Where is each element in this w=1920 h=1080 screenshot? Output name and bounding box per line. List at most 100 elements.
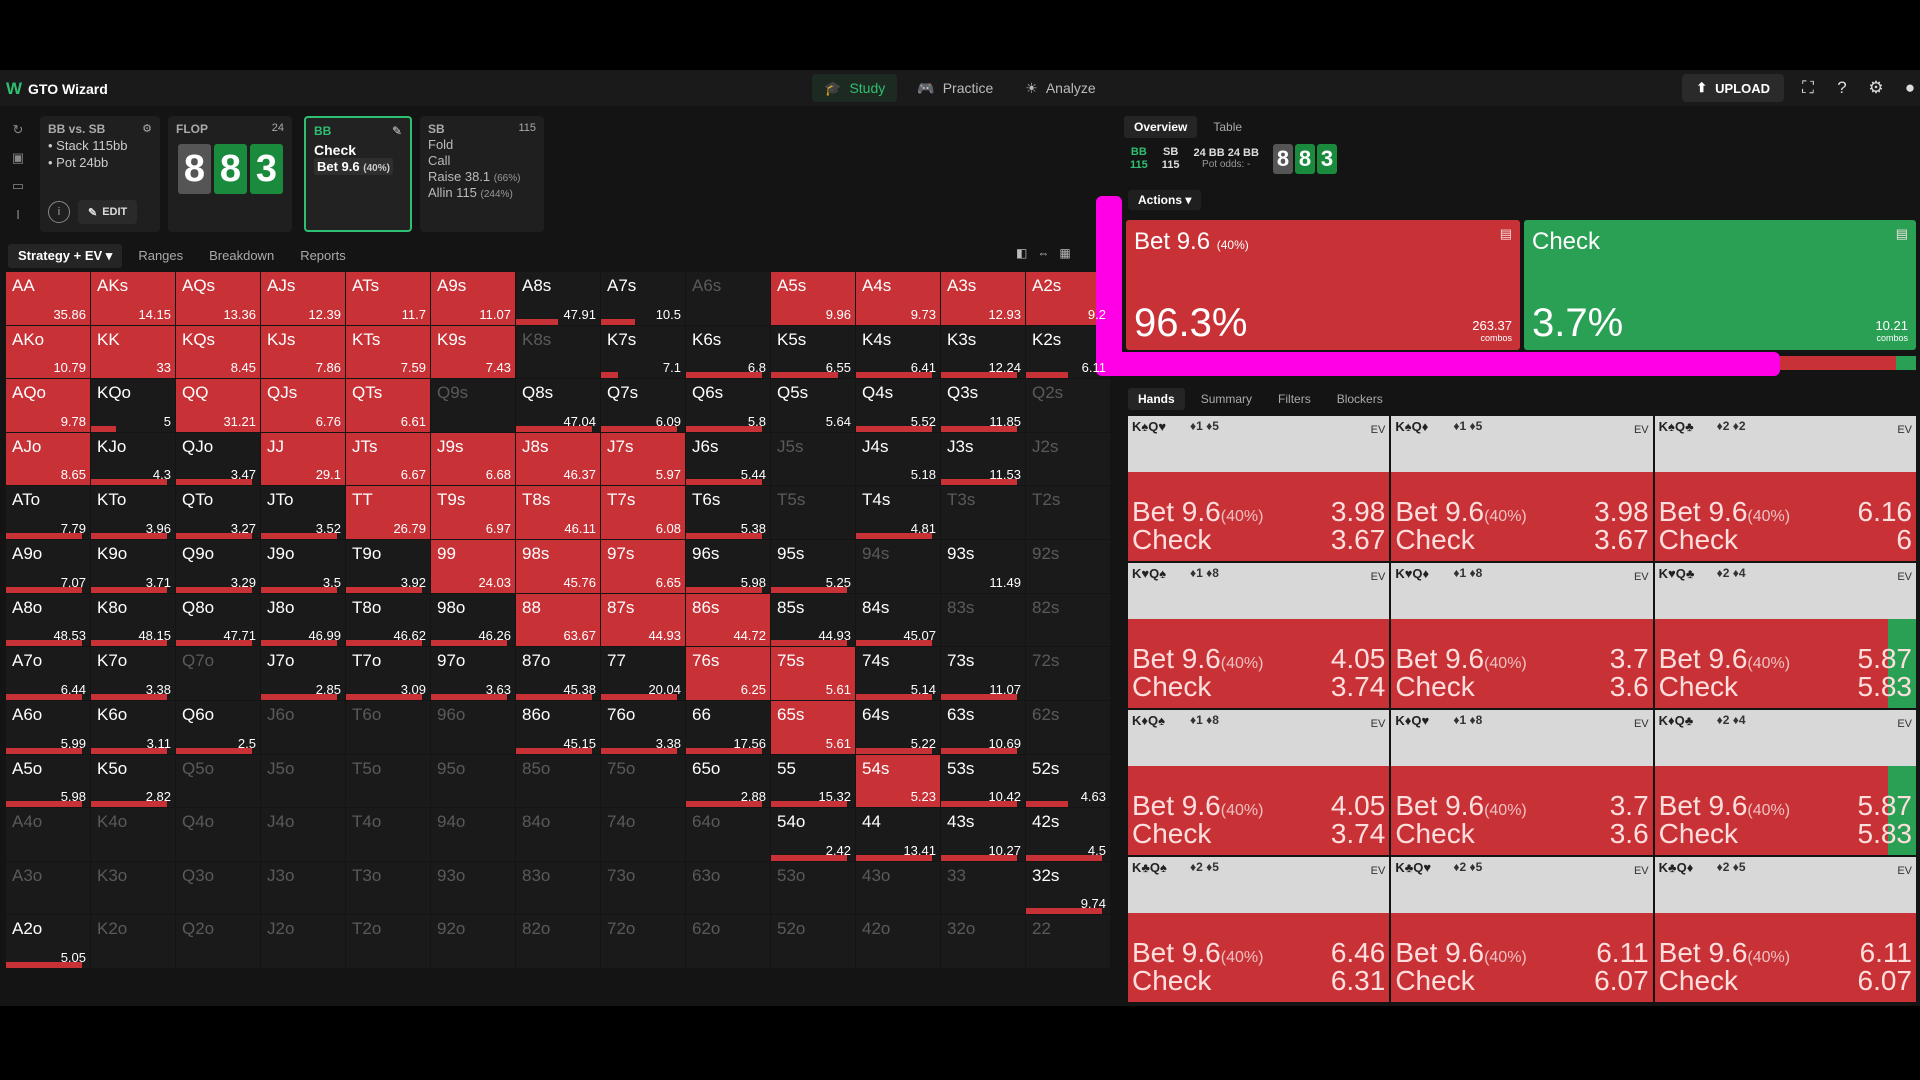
range-cell[interactable]: 96s 5.98 [686, 540, 770, 593]
range-cell[interactable]: T4s 4.81 [856, 486, 940, 540]
range-cell[interactable]: J7s 5.97 [601, 432, 685, 486]
range-cell[interactable]: A4s 9.73 [856, 272, 940, 325]
range-cell[interactable]: T3s [941, 486, 1025, 540]
range-cell[interactable]: QJo 3.47 [176, 432, 260, 486]
range-cell[interactable]: 42o [856, 915, 940, 968]
range-cell[interactable]: T2s [1026, 486, 1110, 540]
bb-action-node[interactable]: BB ✎ Check Bet 9.6 (40%) [304, 116, 412, 232]
range-cell[interactable]: 22 [1026, 915, 1110, 968]
range-cell[interactable]: KTo 3.96 [91, 486, 175, 540]
range-cell[interactable]: Q8s 47.04 [516, 379, 600, 432]
sb-option[interactable]: Allin 115 (244%) [428, 185, 536, 200]
range-cell[interactable]: 73s 11.07 [941, 647, 1025, 700]
range-cell[interactable]: Q7o [176, 647, 260, 700]
range-cell[interactable]: T2o [346, 915, 430, 968]
range-cell[interactable]: K9o 3.71 [91, 540, 175, 593]
range-cell[interactable]: 88 63.67 [516, 593, 600, 647]
range-cell[interactable]: JJ 29.1 [261, 432, 345, 486]
range-cell[interactable]: QQ 31.21 [176, 379, 260, 432]
range-cell[interactable]: J9s 6.68 [431, 432, 515, 486]
range-cell[interactable]: JTo 3.52 [261, 486, 345, 540]
pencil-icon[interactable]: ✎ [391, 124, 402, 138]
compare-icon[interactable]: ⇔ [1037, 246, 1050, 260]
range-cell[interactable]: AQo 9.78 [6, 379, 90, 432]
range-cell[interactable]: 75o [601, 754, 685, 808]
range-cell[interactable]: 43s 10.27 [941, 808, 1025, 861]
range-cell[interactable]: Q6s 5.8 [686, 379, 770, 432]
range-cell[interactable]: J4s 5.18 [856, 432, 940, 486]
range-cell[interactable]: 53o [771, 861, 855, 915]
range-cell[interactable]: T7s 6.08 [601, 486, 685, 540]
range-cell[interactable]: 87s 44.93 [601, 593, 685, 647]
range-cell[interactable]: J6s 5.44 [686, 432, 770, 486]
range-cell[interactable]: K3s 12.24 [941, 325, 1025, 379]
range-cell[interactable]: J4o [261, 808, 345, 861]
range-cell[interactable]: QTs 6.61 [346, 379, 430, 432]
check-action-box[interactable]: Check ▤ 3.7% 10.21 combos [1524, 220, 1916, 350]
tab-table[interactable]: Table [1213, 120, 1243, 134]
help-icon[interactable]: ? [1837, 78, 1847, 97]
info-icon[interactable]: i [48, 201, 70, 223]
range-cell[interactable]: JTs 6.67 [346, 432, 430, 486]
range-cell[interactable]: T7o 3.09 [346, 647, 430, 700]
hand-combo-card[interactable]: K♥Q♣ ♦2 ♦4 EV Bet 9.6(40%) 5.87 Check 5.83 [1654, 563, 1916, 708]
range-cell[interactable]: 82s [1026, 593, 1110, 647]
range-cell[interactable]: 43o [856, 861, 940, 915]
range-cell[interactable]: 72s [1026, 647, 1110, 700]
range-cell[interactable]: KTs 7.59 [346, 325, 430, 379]
range-cell[interactable]: AJs 12.39 [261, 272, 345, 325]
range-cell[interactable]: K6o 3.11 [91, 700, 175, 754]
reset-icon[interactable]: ↻ [12, 122, 24, 137]
range-cell[interactable]: AJo 8.65 [6, 432, 90, 486]
range-cell[interactable]: 62o [686, 915, 770, 968]
settings-gear-icon[interactable]: ⚙ [1868, 78, 1884, 97]
spot-settings-gear-icon[interactable]: ⚙ [142, 123, 152, 135]
actions-dropdown[interactable]: Actions ▾ [1128, 190, 1202, 210]
range-cell[interactable]: T8s 46.11 [516, 486, 600, 540]
range-cell[interactable]: 72o [601, 915, 685, 968]
range-cell[interactable]: 93o [431, 861, 515, 915]
range-cell[interactable]: 84s 45.07 [856, 593, 940, 647]
range-cell[interactable]: 85s 44.93 [771, 593, 855, 647]
range-cell[interactable]: Q6o 2.5 [176, 700, 260, 754]
range-cell[interactable]: T8o 46.62 [346, 593, 430, 647]
flop-card[interactable]: FLOP 24 8 8 3 [168, 116, 292, 232]
nav-practice[interactable]: 🎮 Practice [905, 74, 1005, 102]
range-cell[interactable]: QTo 3.27 [176, 486, 260, 540]
range-cell[interactable]: J2o [261, 915, 345, 968]
range-cell[interactable]: A5s 9.96 [771, 272, 855, 325]
nav-analyze[interactable]: ☀ Analyze [1013, 74, 1107, 102]
range-cell[interactable]: J8o 46.99 [261, 593, 345, 647]
range-cell[interactable]: K4o [91, 808, 175, 861]
range-cell[interactable]: K5o 2.82 [91, 754, 175, 808]
range-cell[interactable]: T5s [771, 486, 855, 540]
range-cell[interactable]: 52s 4.63 [1026, 754, 1110, 808]
range-cell[interactable]: A6s [686, 272, 770, 325]
table-icon[interactable]: ▭ [11, 178, 25, 193]
range-cell[interactable]: 62s [1026, 700, 1110, 754]
range-cell[interactable]: KQo 5 [91, 379, 175, 432]
range-cell[interactable]: 96o [431, 700, 515, 754]
range-cell[interactable]: 63s 10.69 [941, 700, 1025, 754]
range-cell[interactable]: K7s 7.1 [601, 325, 685, 379]
screenshot-icon[interactable]: ⛶ [1802, 78, 1814, 97]
range-cell[interactable]: J5s [771, 432, 855, 486]
range-cell[interactable]: 32o [941, 915, 1025, 968]
range-cell[interactable]: A4o [6, 808, 90, 861]
range-cell[interactable]: J8s 46.37 [516, 432, 600, 486]
range-cell[interactable]: 75s 5.61 [771, 647, 855, 700]
tab-summary[interactable]: Summary [1200, 392, 1253, 406]
range-cell[interactable]: 92s [1026, 540, 1110, 593]
range-cell[interactable]: 54o 2.42 [771, 808, 855, 861]
range-cell[interactable]: ATs 11.7 [346, 272, 430, 325]
tab-filters[interactable]: Filters [1278, 392, 1311, 406]
range-cell[interactable]: 99 24.03 [431, 540, 515, 593]
sb-option[interactable]: Fold [428, 137, 536, 152]
upload-button[interactable]: ⬆ UPLOAD [1682, 74, 1784, 102]
grid-icon[interactable]: ▦ [1059, 246, 1071, 260]
range-cell[interactable]: 74s 5.14 [856, 647, 940, 700]
range-cell[interactable]: Q2s [1026, 379, 1110, 432]
range-cell[interactable]: 55 15.32 [771, 754, 855, 808]
range-cell[interactable]: Q8o 47.71 [176, 593, 260, 647]
range-cell[interactable]: T5o [346, 754, 430, 808]
